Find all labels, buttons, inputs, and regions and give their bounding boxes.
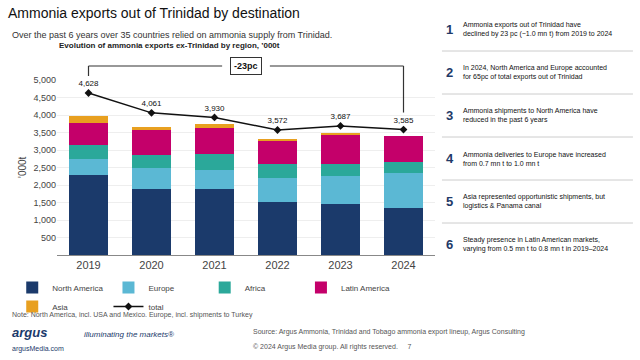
svg-text:3,687: 3,687 (330, 112, 351, 121)
svg-text:3,585: 3,585 (393, 116, 414, 125)
svg-text:4,500: 4,500 (33, 93, 56, 103)
svg-text:Asia represented opportunistic: Asia represented opportunistic shipments… (463, 193, 605, 210)
svg-text:argus: argus (12, 325, 47, 340)
svg-text:4,061: 4,061 (141, 99, 162, 108)
svg-text:Ammonia exports out of Trinida: Ammonia exports out of Trinidad havedecl… (463, 21, 612, 38)
svg-text:Evolution of ammonia exports e: Evolution of ammonia exports ex-Trinidad… (59, 41, 280, 50)
svg-text:6: 6 (446, 237, 453, 252)
svg-text:Ammonia exports out of Trinida: Ammonia exports out of Trinidad by desti… (8, 5, 300, 21)
svg-text:2020: 2020 (139, 259, 163, 271)
svg-text:4,628: 4,628 (78, 79, 99, 88)
svg-text:3,572: 3,572 (267, 116, 288, 125)
svg-text:3,500: 3,500 (33, 128, 56, 138)
svg-text:Latin America: Latin America (341, 284, 390, 293)
svg-text:total: total (148, 303, 163, 312)
svg-text:Asia: Asia (52, 303, 68, 312)
svg-text:argusMedia.com: argusMedia.com (12, 345, 64, 353)
svg-text:1,500: 1,500 (33, 198, 56, 208)
svg-text:4: 4 (446, 151, 454, 166)
svg-text:© 2024 Argus Media group. All: © 2024 Argus Media group. All rights res… (253, 343, 412, 351)
svg-text:2,000: 2,000 (33, 180, 56, 190)
svg-text:North America: North America (52, 284, 103, 293)
svg-text:Ammonia deliveries to Europe h: Ammonia deliveries to Europe have increa… (463, 151, 606, 167)
svg-text:Ammonia shipments to North Ame: Ammonia shipments to North America haver… (463, 107, 598, 124)
svg-text:2019: 2019 (76, 259, 100, 271)
svg-text:1: 1 (446, 22, 453, 37)
svg-text:illuminating the markets®: illuminating the markets® (84, 330, 174, 339)
svg-text:5: 5 (446, 194, 453, 209)
svg-text:Africa: Africa (245, 284, 266, 293)
svg-text:2: 2 (446, 65, 453, 80)
svg-text:Steady presence in Latin Ameri: Steady presence in Latin American market… (463, 236, 608, 253)
svg-text:4,000: 4,000 (33, 110, 56, 120)
svg-text:2023: 2023 (328, 259, 352, 271)
svg-text:-23pc: -23pc (234, 61, 258, 71)
svg-text:2022: 2022 (265, 259, 289, 271)
svg-text:5,000: 5,000 (33, 75, 56, 85)
svg-text:In 2024, North America and Eur: In 2024, North America and Europe accoun… (463, 64, 607, 81)
svg-text:1,000: 1,000 (33, 215, 56, 225)
svg-text:3: 3 (446, 108, 453, 123)
svg-text:Europe: Europe (148, 284, 174, 293)
svg-text:2,500: 2,500 (33, 163, 56, 173)
svg-text:Over the past 6 years over 35: Over the past 6 years over 35 countries … (12, 30, 332, 40)
svg-text:3,000: 3,000 (33, 145, 56, 155)
svg-text:Source: Argus Ammonia, Trinida: Source: Argus Ammonia, Trinidad and Toba… (253, 328, 525, 336)
svg-text:Note: North America, incl. USA: Note: North America, incl. USA and Mexic… (12, 311, 253, 319)
svg-text:3,930: 3,930 (204, 104, 225, 113)
svg-text:500: 500 (41, 233, 56, 243)
svg-text:2024: 2024 (391, 259, 415, 271)
svg-text:2021: 2021 (202, 259, 226, 271)
svg-text:’000t: ’000t (17, 156, 28, 178)
